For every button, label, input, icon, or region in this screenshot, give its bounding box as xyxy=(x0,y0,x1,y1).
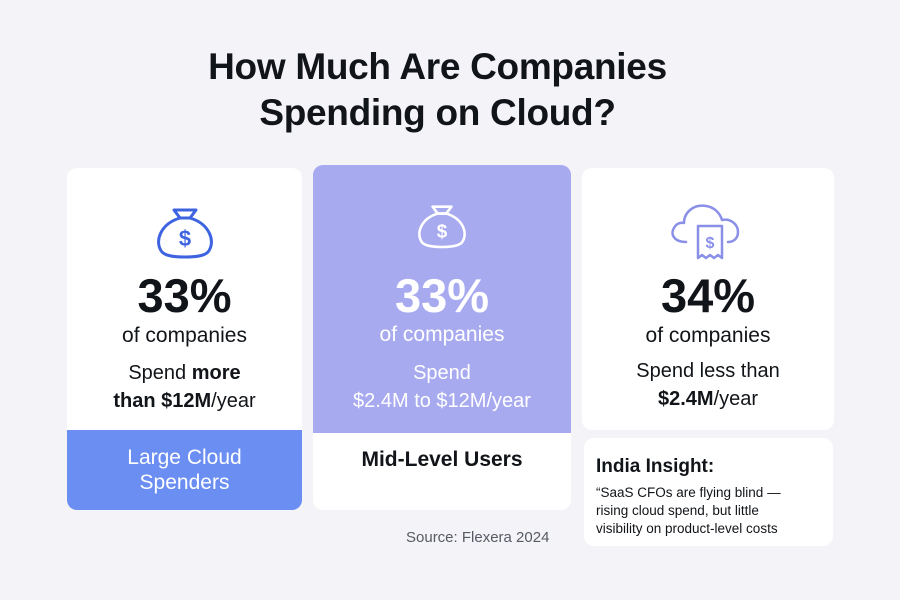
desc-amount: $2.4M to $12M xyxy=(353,390,487,412)
svg-text:$: $ xyxy=(706,235,715,252)
percent-value: 33% xyxy=(137,269,232,322)
desc-text: Spend xyxy=(128,362,192,384)
page-title: How Much Are Companies Spending on Cloud… xyxy=(0,44,875,136)
large-spenders-card: $ 33% of companies Spend more than $12M/… xyxy=(67,168,302,510)
mid-level-label: Mid-Level Users xyxy=(361,448,523,471)
insight-line-1: “SaaS CFOs are flying blind — xyxy=(596,485,781,500)
desc-suffix: /year xyxy=(486,390,531,412)
cloud-invoice-icon: $ xyxy=(671,204,740,260)
percent-value: 33% xyxy=(394,269,490,322)
title-line-2: Spending on Cloud? xyxy=(259,92,616,133)
desc-bold-amount: $2.4M xyxy=(657,388,714,410)
money-bag-icon: $ xyxy=(156,208,213,259)
label-line-1: Large Cloud xyxy=(127,446,242,469)
percent-subtitle: of companies xyxy=(122,324,247,347)
title-line-1: How Much Are Companies xyxy=(208,46,667,87)
insight-quote: “SaaS CFOs are flying blind — rising clo… xyxy=(596,484,833,538)
mid-card-highlight xyxy=(313,165,571,433)
desc-bold-amount: than $12M xyxy=(113,390,212,412)
desc-suffix: /year xyxy=(713,388,759,410)
money-bag-icon: $ xyxy=(418,205,466,249)
insight-title: India Insight: xyxy=(596,456,715,477)
insight-line-3: visibility on product-level costs xyxy=(596,521,778,536)
svg-text:$: $ xyxy=(178,226,190,251)
spend-description: Spend more than $12M/year xyxy=(67,359,302,415)
source-citation: Source: Flexera 2024 xyxy=(406,529,550,546)
desc-text: Spend less than xyxy=(636,360,780,382)
india-insight-box: India Insight: “SaaS CFOs are flying bli… xyxy=(584,438,833,546)
percent-subtitle: of companies xyxy=(645,324,771,347)
desc-suffix: /year xyxy=(211,390,256,412)
insight-line-2: rising cloud spend, but little xyxy=(596,503,759,518)
desc-text: Spend xyxy=(413,362,471,384)
large-spenders-label: Large Cloud Spenders xyxy=(67,430,302,510)
desc-bold: more xyxy=(191,362,241,384)
spend-description: Spend $2.4M to $12M/year xyxy=(313,359,571,415)
spend-description: Spend less than $2.4M/year xyxy=(582,357,834,413)
label-line-2: Spenders xyxy=(139,471,230,494)
small-spenders-card: $ 34% of companies Spend less than $2.4M… xyxy=(582,168,834,430)
svg-text:$: $ xyxy=(437,221,448,242)
mid-level-card: $ 33% of companies Spend $2.4M to $12M/y… xyxy=(313,165,571,510)
percent-value: 34% xyxy=(660,269,756,322)
percent-subtitle: of companies xyxy=(379,323,505,346)
